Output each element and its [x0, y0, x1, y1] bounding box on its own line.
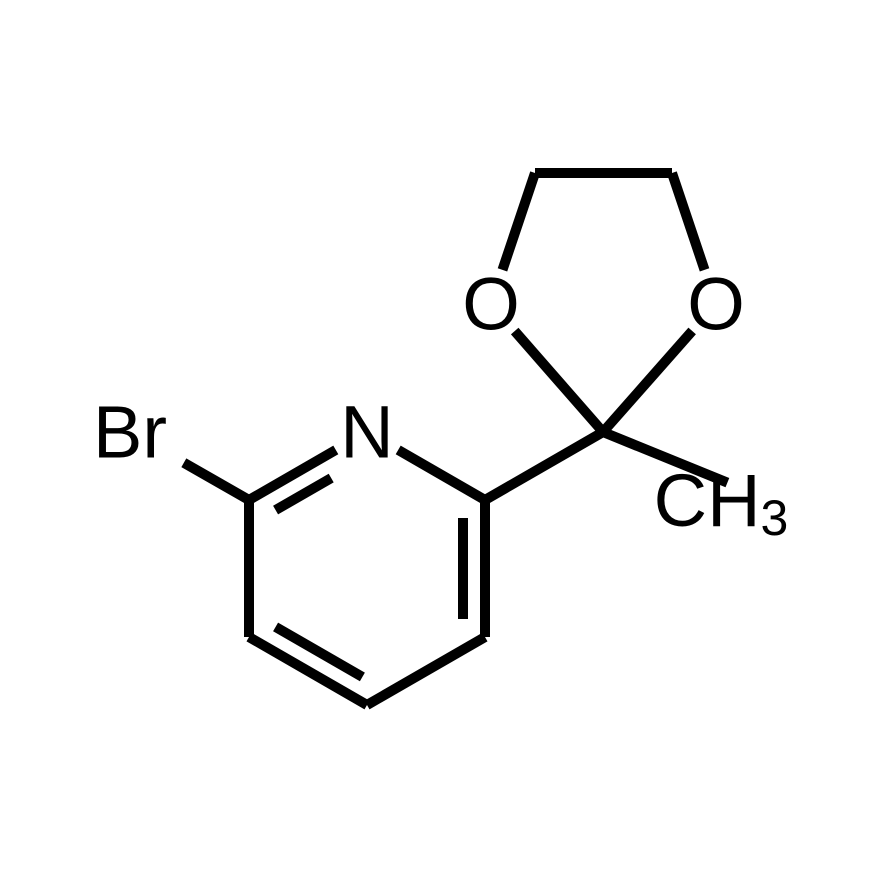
- atom-label-br: Br: [93, 391, 167, 474]
- atom-label-n1: N: [340, 391, 393, 474]
- bonds-layer: [184, 173, 728, 705]
- atom-label-ch3: CH3: [654, 459, 789, 547]
- labels-layer: Br N CH3 O O: [93, 263, 788, 547]
- atom-label-o2: O: [687, 263, 745, 346]
- molecule-structure: Br N CH3 O O: [0, 0, 890, 890]
- atom-label-o1: O: [462, 263, 520, 346]
